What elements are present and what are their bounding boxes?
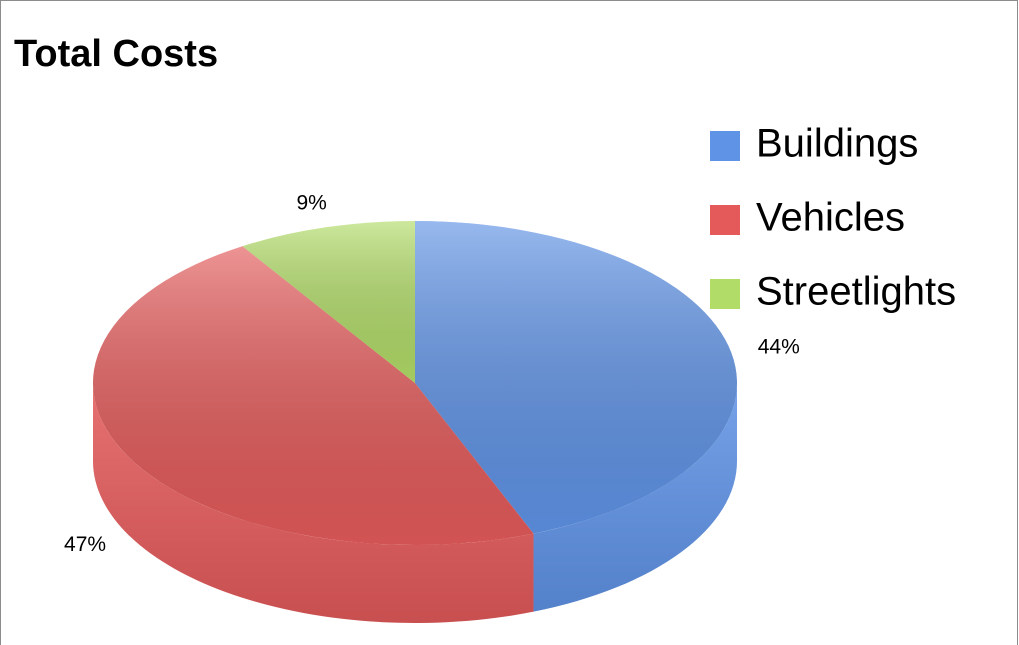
chart-title: Total Costs: [14, 33, 218, 75]
legend-label: Buildings: [756, 122, 918, 166]
legend-swatch: [710, 131, 740, 161]
data-label: 44%: [758, 336, 800, 359]
pie-side-shade: [93, 383, 534, 624]
pie-slice-shade: [242, 221, 415, 383]
legend-swatch: [710, 205, 740, 235]
pie-slice-shade: [93, 246, 534, 545]
data-label: 9%: [297, 192, 327, 215]
legend-label: Streetlights: [756, 270, 956, 314]
legend-label: Vehicles: [756, 196, 905, 240]
pie-slice-shade: [415, 221, 737, 534]
data-label: 47%: [64, 533, 106, 556]
legend-swatch: [710, 279, 740, 309]
pie-side-shade: [533, 383, 737, 612]
